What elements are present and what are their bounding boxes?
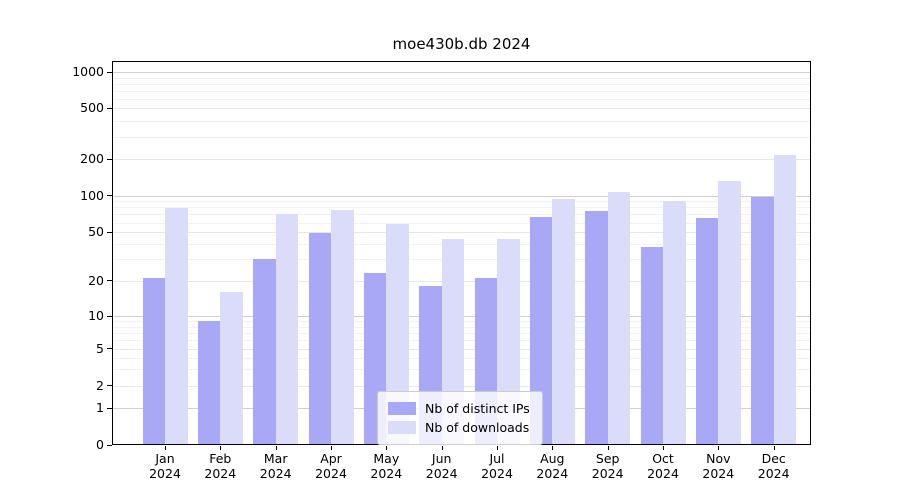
gridline-minor: [112, 90, 811, 92]
gridline-minor: [112, 98, 811, 100]
gridline-1000: [112, 72, 811, 74]
x-tick-mark-aug: [552, 446, 554, 450]
x-tick-mark-mar: [275, 446, 277, 450]
y-tick-label-200: 200: [80, 151, 104, 167]
y-tick-mark-20: [107, 280, 112, 282]
legend-item-distinct-ips: Nb of distinct IPs: [388, 400, 530, 417]
bar-nov-distinct-ips: [695, 217, 719, 445]
x-tick-mark-nov: [718, 446, 720, 450]
y-tick-mark-2: [107, 385, 112, 386]
gridline-minor: [112, 207, 811, 209]
y-tick-label-1: 1: [96, 400, 104, 416]
x-tick-mark-jul: [497, 446, 498, 450]
plot-area: Nb of distinct IPs Nb of downloads: [112, 61, 811, 445]
bar-mar-downloads: [275, 214, 299, 445]
bar-jan-distinct-ips: [142, 278, 165, 445]
bar-oct-downloads: [663, 201, 686, 445]
gridline-minor: [112, 222, 811, 224]
x-tick-mark-may: [386, 446, 388, 450]
bar-oct-distinct-ips: [640, 246, 663, 445]
gridline-500: [112, 108, 811, 110]
legend-swatch-distinct-ips-icon: [388, 402, 416, 415]
bar-dec-distinct-ips: [751, 197, 774, 445]
bar-nov-downloads: [718, 180, 741, 445]
x-tick-label-sep: Sep 2024: [591, 451, 624, 481]
y-tick-mark-200: [107, 158, 112, 160]
x-tick-mark-feb: [220, 446, 222, 450]
gridline-minor: [112, 77, 811, 79]
x-tick-mark-dec: [773, 446, 775, 450]
x-tick-label-jul: Jul 2024: [481, 451, 513, 481]
y-tick-mark-0: [107, 444, 112, 446]
y-tick-label-1000: 1000: [72, 64, 104, 80]
x-tick-label-may: May 2024: [370, 451, 403, 481]
x-tick-label-mar: Mar 2024: [259, 451, 292, 481]
bar-may-downloads: [386, 224, 409, 445]
bar-feb-downloads: [220, 292, 243, 445]
y-tick-mark-10: [107, 315, 112, 317]
y-tick-label-50: 50: [88, 224, 104, 239]
y-tick-label-10: 10: [88, 308, 104, 324]
x-tick-label-jun: Jun 2024: [425, 451, 458, 481]
bar-apr-distinct-ips: [308, 233, 331, 445]
gridline-50: [112, 232, 811, 233]
gridline-minor: [112, 136, 811, 138]
x-tick-label-dec: Dec 2024: [757, 451, 790, 481]
y-tick-label-0: 0: [96, 437, 104, 452]
bar-jan-downloads: [165, 208, 188, 445]
legend-item-downloads: Nb of downloads: [388, 419, 530, 436]
bar-dec-downloads: [773, 155, 797, 445]
gridline-minor: [112, 201, 811, 203]
y-tick-label-500: 500: [80, 100, 104, 116]
x-tick-mark-oct: [663, 446, 664, 450]
bar-sep-distinct-ips: [585, 210, 608, 445]
gridline-minor: [112, 83, 811, 85]
y-tick-mark-500: [107, 107, 112, 109]
y-tick-mark-1000: [107, 71, 112, 73]
legend-swatch-downloads-icon: [388, 421, 416, 434]
gridline-minor: [112, 120, 811, 122]
y-tick-label-2: 2: [96, 377, 104, 393]
y-tick-label-5: 5: [96, 340, 104, 356]
y-tick-mark-5: [107, 348, 112, 349]
x-tick-label-jan: Jan 2024: [149, 451, 181, 481]
x-tick-label-oct: Oct 2024: [647, 451, 679, 481]
legend: Nb of distinct IPs Nb of downloads: [377, 391, 543, 445]
gridline-200: [112, 159, 811, 161]
gridline-minor: [112, 214, 811, 216]
bar-feb-distinct-ips: [197, 321, 221, 445]
x-tick-mark-sep: [607, 446, 609, 450]
bar-aug-downloads: [552, 198, 575, 445]
chart-title: moe430b.db 2024: [392, 35, 531, 53]
y-tick-mark-50: [107, 231, 112, 233]
x-tick-mark-apr: [331, 446, 332, 450]
bar-mar-distinct-ips: [253, 259, 276, 445]
x-tick-label-nov: Nov 2024: [702, 451, 735, 481]
y-tick-label-100: 100: [80, 187, 104, 203]
gridline-100: [112, 195, 811, 197]
x-tick-label-aug: Aug 2024: [536, 451, 569, 481]
y-tick-label-20: 20: [88, 272, 104, 288]
bar-aug-distinct-ips: [529, 216, 553, 445]
x-tick-mark-jun: [441, 446, 443, 450]
legend-label-downloads: Nb of downloads: [425, 420, 530, 435]
x-tick-label-apr: Apr 2024: [315, 451, 347, 481]
y-tick-mark-100: [107, 195, 112, 197]
bar-sep-downloads: [607, 191, 631, 445]
x-tick-mark-jan: [165, 446, 166, 450]
legend-label-distinct-ips: Nb of distinct IPs: [425, 401, 530, 416]
bar-apr-downloads: [331, 210, 354, 445]
x-tick-label-feb: Feb 2024: [204, 451, 237, 481]
y-tick-mark-1: [107, 407, 112, 409]
